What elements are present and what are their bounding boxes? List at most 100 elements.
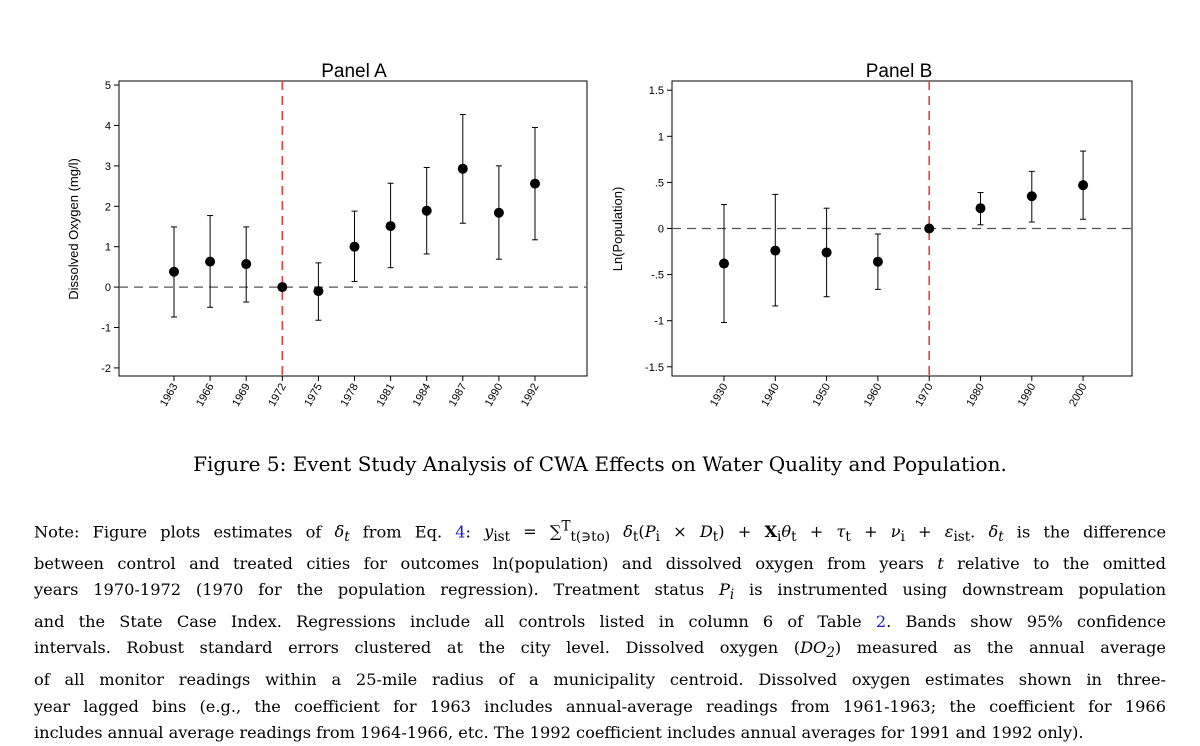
y-tick-label: -1 <box>654 316 664 328</box>
note-math: DO2 <box>800 638 835 661</box>
eq-term: X <box>764 522 778 542</box>
y-tick-label: .5 <box>655 177 664 189</box>
x-tick-label: 1940 <box>759 382 782 409</box>
equation-reference-link[interactable]: 4 <box>455 522 466 542</box>
x-tick-label: 1972 <box>266 382 289 409</box>
x-tick-label: 1981 <box>375 382 398 409</box>
eq-operator: + <box>809 522 824 542</box>
y-tick-label: -.5 <box>651 270 664 282</box>
figure-note: Note: Figure plots estimates of δt from … <box>34 514 1166 746</box>
note-line-7: year lagged bins (e.g., the coefficient … <box>34 696 1166 716</box>
eq-term: y <box>484 522 494 542</box>
point-estimate <box>421 205 432 216</box>
panel-b-y-axis-label: Ln(Population) <box>610 187 625 272</box>
point-estimate <box>1026 191 1037 202</box>
note-text: is instrumented using downstream populat… <box>734 580 1166 600</box>
note-equation: yist = ∑Tt(∋to) δt(Pi × Dt) + Xiθt + τt … <box>484 519 970 546</box>
eq-sub: t <box>845 529 851 546</box>
table-reference-link[interactable]: 2 <box>875 612 887 632</box>
y-tick-label: -1 <box>101 323 111 335</box>
point-estimate <box>493 207 504 218</box>
x-tick-label: 2000 <box>1067 382 1090 409</box>
x-tick-label: 1950 <box>811 382 834 409</box>
x-tick-label: 1984 <box>411 382 434 409</box>
y-tick-label: 4 <box>105 120 111 132</box>
panel-b-y-ticks: 1.51.50-.5-1-1.5 <box>645 85 672 374</box>
figure-caption: Figure 5: Event Study Analysis of CWA Ef… <box>193 452 1007 476</box>
x-tick-label: 1990 <box>1016 382 1039 409</box>
eq-sub-part: ) <box>604 529 611 546</box>
note-text: Note: Figure plots estimates of <box>34 522 335 542</box>
panel-b: Panel B Ln(Population) 1.51.50-.5-1-1.5 … <box>610 61 1133 409</box>
x-tick-label: 1966 <box>194 382 217 409</box>
note-text: relative to the omitted <box>943 554 1166 574</box>
point-estimate <box>349 241 360 252</box>
y-tick-label: 5 <box>105 80 111 92</box>
note-math-symbol: δ <box>334 522 345 542</box>
y-tick-label: -2 <box>101 363 111 375</box>
eq-sub-part: o <box>596 529 605 546</box>
panel-a-y-axis-label: Dissolved Oxygen (mg/l) <box>66 158 81 300</box>
eq-sum: ∑ <box>549 522 562 542</box>
y-tick-label: 1 <box>105 242 111 254</box>
eq-paren: ( <box>638 522 645 542</box>
eq-sub: ist <box>493 529 510 546</box>
note-line-3: years 1970-1972 (1970 for the population… <box>34 577 1166 609</box>
note-math: t <box>937 554 944 574</box>
eq-sub: t <box>632 529 639 546</box>
x-tick-label: 1987 <box>447 382 470 409</box>
x-tick-label: 1930 <box>708 382 731 409</box>
point-estimate <box>385 221 396 232</box>
eq-paren: ) <box>718 522 725 542</box>
note-math-sub: i <box>729 587 735 604</box>
note-text: is the difference <box>1003 522 1167 542</box>
note-math-sub: t <box>998 529 1004 546</box>
eq-sub-part: t(∋t <box>570 529 597 546</box>
y-tick-label: 2 <box>105 201 111 213</box>
note-line-5: intervals. Robust standard errors cluste… <box>34 635 1166 667</box>
note-text: : <box>465 522 472 542</box>
y-tick-label: -1.5 <box>645 362 664 374</box>
panel-a-title: Panel A <box>321 61 387 82</box>
note-text: . <box>970 522 989 542</box>
note-text: between control and treated cities for o… <box>34 554 938 574</box>
eq-term: P <box>644 522 656 542</box>
x-tick-label: 1963 <box>158 382 181 409</box>
eq-term: δ <box>623 522 633 542</box>
y-tick-label: 0 <box>105 282 111 294</box>
eq-term: D <box>699 522 713 542</box>
eq-sub: i <box>777 529 782 546</box>
panel-a-x-ticks: 1963 1966 1969 1972 1975 1978 1981 1984 1987 1990… <box>158 376 542 409</box>
note-math-symbol: DO <box>800 638 827 658</box>
eq-operator: + <box>863 522 878 542</box>
eq-operator: = <box>523 522 537 542</box>
x-tick-label: 1980 <box>964 382 987 409</box>
point-estimate <box>530 178 540 189</box>
eq-sub: t <box>791 529 797 546</box>
note-text: . Bands show 95% confidence <box>886 612 1166 632</box>
note-line-4: and the State Case Index. Regressions in… <box>34 609 1166 635</box>
x-tick-label: 1970 <box>913 382 936 409</box>
eq-operator: + <box>918 522 932 542</box>
panel-a: Panel A Dissolved Oxygen (mg/l) 5 4 3 2 1 0 -1… <box>66 61 588 409</box>
panel-a-y-ticks: 5 4 3 2 1 0 -1 -2 <box>101 80 119 375</box>
y-tick-label: 3 <box>105 161 111 173</box>
eq-term: ν <box>890 522 901 542</box>
point-estimate <box>821 247 832 258</box>
x-tick-label: 1975 <box>302 382 325 409</box>
x-tick-label: 1990 <box>483 382 506 409</box>
note-text: years 1970-1972 (1970 for the population… <box>34 580 719 600</box>
note-line-6: of all monitor readings within a 25-mile… <box>34 670 1166 690</box>
x-tick-label: 1992 <box>519 382 542 409</box>
note-math: δt <box>988 522 1003 545</box>
point-estimate <box>169 266 179 277</box>
point-estimate <box>924 223 935 234</box>
note-math-symbol: δ <box>988 522 999 542</box>
panel-b-marks <box>719 150 1089 324</box>
note-line-2: between control and treated cities for o… <box>34 551 1166 577</box>
y-tick-label: 1 <box>658 131 664 143</box>
point-estimate <box>205 256 216 267</box>
eq-term: τ <box>836 522 846 542</box>
point-estimate <box>770 245 781 256</box>
note-math: δt <box>334 522 349 545</box>
